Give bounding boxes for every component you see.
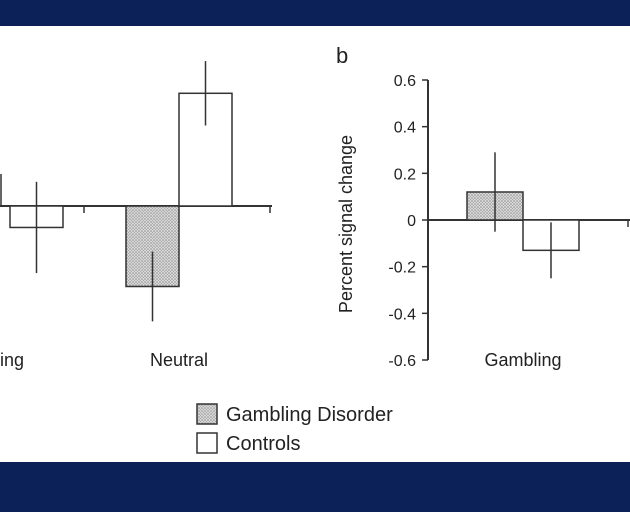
legend-swatch-gambling-disorder (196, 403, 218, 425)
panel-b-category-label-gambling: Gambling (484, 350, 561, 370)
legend-label-controls: Controls (226, 433, 300, 455)
panel-a-x-ticks (83, 206, 271, 213)
y-tick-label-5: -0.4 (388, 306, 416, 323)
y-tick-label-6: -0.6 (388, 353, 416, 370)
y-tick-label-3: 0 (407, 213, 416, 230)
y-tick-label-4: -0.2 (388, 260, 416, 277)
panel-b-y-ticks: 0.6 0.4 0.2 0 -0.2 -0.4 -0.6 (388, 73, 629, 370)
legend: Gambling Disorder Controls (196, 403, 393, 455)
panel-b-bars (466, 152, 580, 279)
panel-a-category-label-gambling-cropped: ling (0, 350, 24, 370)
y-tick-label-0: 0.6 (394, 73, 416, 90)
y-tick-label-1: 0.4 (394, 120, 416, 137)
y-tick-label-2: 0.2 (394, 166, 416, 183)
top-frame-band (0, 0, 630, 26)
panel-b-label: b (336, 43, 348, 68)
legend-label-gambling-disorder: Gambling Disorder (226, 404, 393, 426)
bottom-frame-band (0, 462, 630, 512)
panel-a-bars (0, 61, 233, 322)
legend-swatch-controls (196, 432, 218, 454)
figure-area: ling Neutral b Percent signal change 0.6… (0, 43, 630, 455)
panel-a-chart: ling Neutral (0, 61, 272, 370)
panel-b-y-axis-title: Percent signal change (336, 135, 356, 313)
panel-a-category-label-neutral: Neutral (150, 350, 208, 370)
panel-b-chart: b Percent signal change 0.6 0.4 0.2 0 -0.2 -0… (336, 43, 630, 370)
